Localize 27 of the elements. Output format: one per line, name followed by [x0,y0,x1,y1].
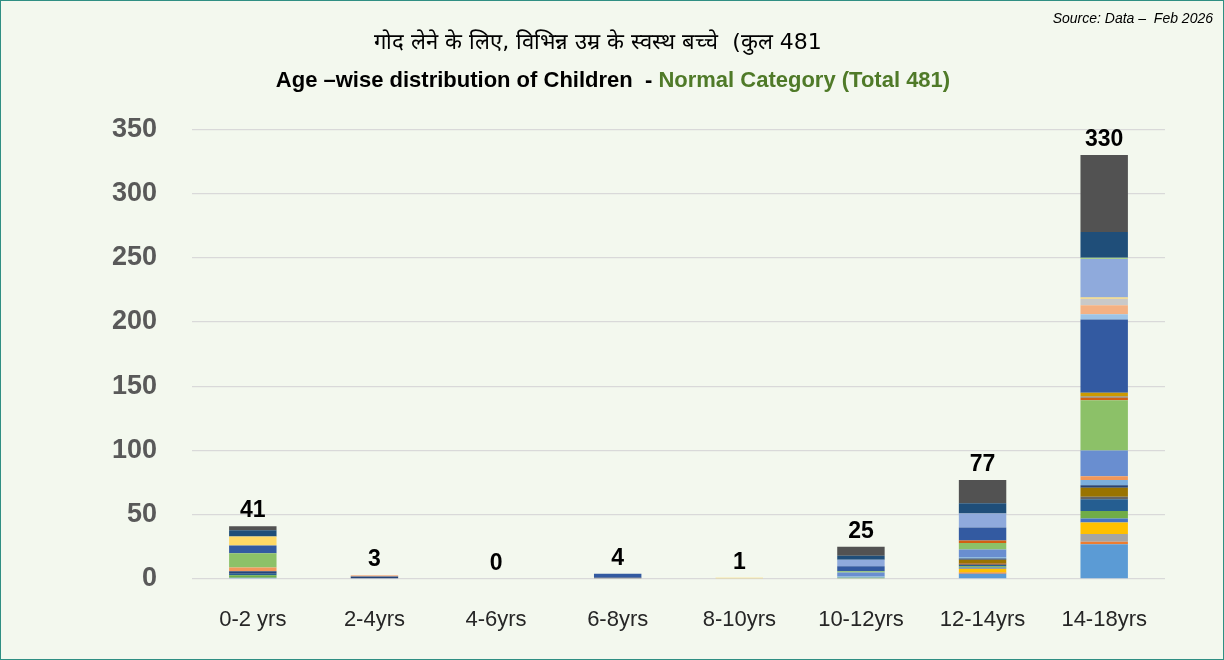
x-tick-label: 8-10yrs [702,606,776,632]
chart-subtitle: Age –wise distribution of Children - Normal Category (Total 481) [275,67,951,92]
x-tick-label: 12-14yrs [939,606,1026,632]
x-tick-label: 0-2 yrs [219,606,287,632]
y-tick-label: 350 [111,112,157,143]
total-label: 1 [732,547,746,574]
total-label: 77 [969,449,996,476]
y-tick-label: 0 [141,562,157,593]
y-tick-label: 50 [126,498,157,529]
total-label: 0 [489,548,503,575]
x-tick-label: 10-12yrs [818,606,904,632]
y-tick-label: 300 [111,176,157,207]
y-tick-label: 100 [111,433,157,464]
total-label: 4 [611,543,625,570]
y-tick-label: 200 [111,305,157,336]
total-label: 330 [1085,124,1124,151]
y-tick-label: 150 [111,369,157,400]
x-tick-label: 2-4yrs [343,606,405,632]
x-tick-label: 6-8yrs [587,606,649,632]
total-label: 25 [848,516,874,543]
x-tick-label: 4-6yrs [465,606,527,632]
total-label: 3 [368,544,381,571]
total-label: 41 [240,496,266,523]
source-note: Source: Data – Feb 2026 [1052,10,1213,26]
x-tick-label: 14-18yrs [1061,606,1147,632]
chart-title: गोद लेने के लिए, विभिन्न उम्र के स्वस्थ बच्चे (कुल 481 [373,28,823,55]
y-tick-label: 250 [111,241,157,272]
